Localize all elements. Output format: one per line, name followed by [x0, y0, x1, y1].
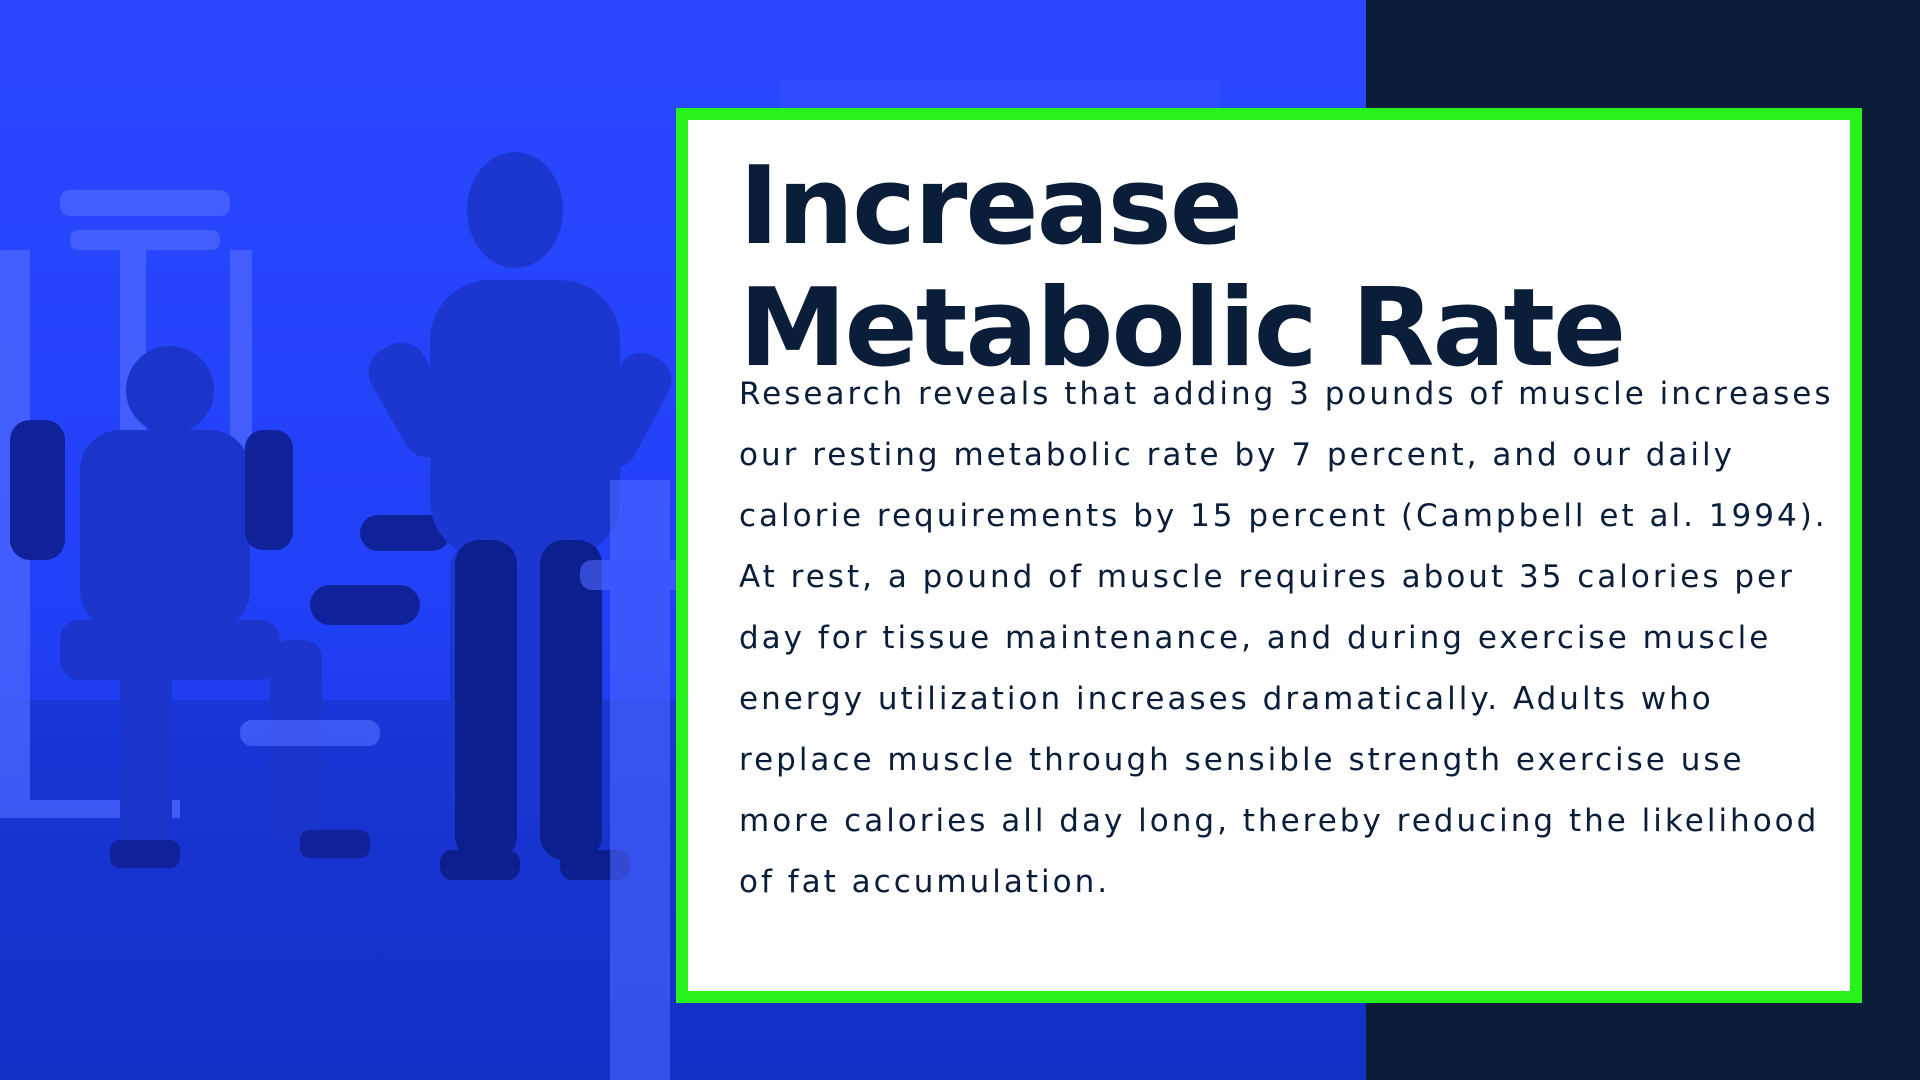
body-paragraph: Research reveals that adding 3 pounds of…	[739, 376, 1834, 900]
title-line-1: Increase	[739, 144, 1243, 269]
title-line-2: Metabolic Rate	[739, 266, 1626, 391]
slide-title: Increase Metabolic Rate	[739, 146, 1739, 390]
content-card: Increase Metabolic Rate Research reveals…	[676, 108, 1862, 1003]
